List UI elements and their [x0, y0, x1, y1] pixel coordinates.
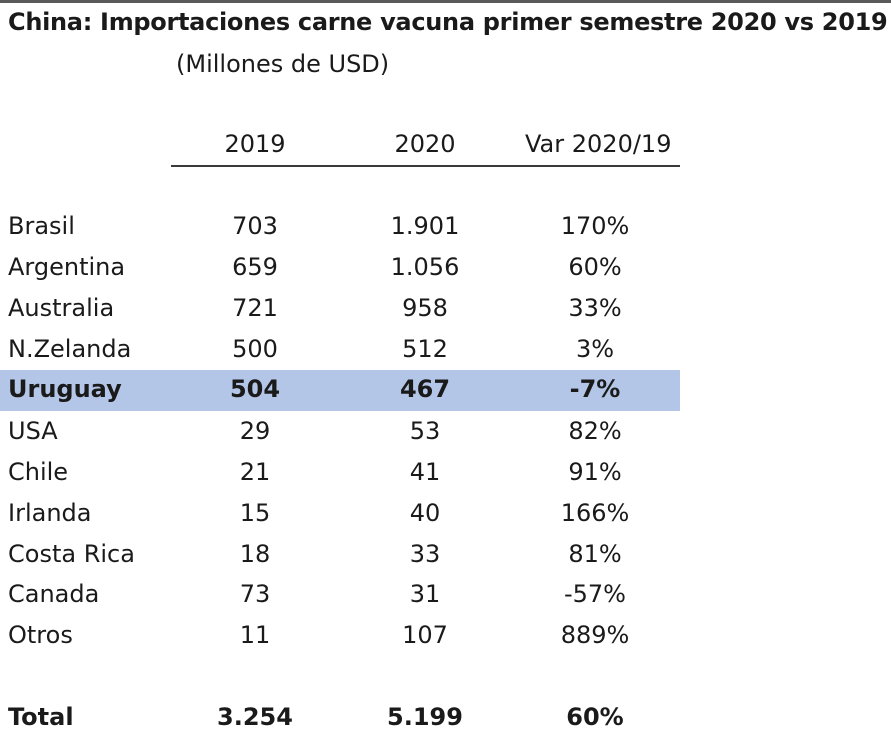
value-variation: 170%: [560, 212, 630, 240]
value-variation: -7%: [569, 375, 621, 403]
value-2019: 21: [239, 458, 271, 486]
country-name: Canada: [8, 580, 100, 608]
country-name: USA: [8, 417, 58, 445]
country-name: N.Zelanda: [8, 335, 132, 363]
table-subtitle: (Millones de USD): [176, 50, 390, 78]
value-2019: 504: [229, 375, 281, 403]
column-header-2020: 2020: [394, 130, 456, 158]
column-header-variation: Var 2020/19: [525, 130, 672, 158]
value-2019: 703: [232, 212, 278, 240]
country-name: Uruguay: [8, 375, 122, 403]
value-variation: -57%: [563, 580, 626, 608]
value-2020: 41: [409, 458, 441, 486]
value-2019: 73: [239, 580, 271, 608]
value-2019: 721: [232, 294, 278, 322]
value-2019: 15: [239, 499, 271, 527]
country-name: Chile: [8, 458, 69, 486]
value-2020: 31: [409, 580, 441, 608]
value-variation: 889%: [560, 621, 630, 649]
value-2020: 512: [402, 335, 448, 363]
row-highlight-background: [0, 370, 680, 411]
top-border: [0, 0, 891, 3]
total-label: Total: [8, 703, 74, 731]
country-name: Irlanda: [8, 499, 92, 527]
country-name: Brasil: [8, 212, 75, 240]
value-2020: 107: [402, 621, 448, 649]
value-variation: 3%: [575, 335, 615, 363]
table-row: Canada 73 31 -57%: [0, 575, 891, 615]
country-name: Costa Rica: [8, 540, 135, 568]
value-2019: 659: [232, 253, 278, 281]
header-underline: [171, 165, 680, 167]
value-variation: 81%: [568, 540, 622, 568]
value-2020: 33: [409, 540, 441, 568]
table-title: China: Importaciones carne vacuna primer…: [8, 8, 888, 36]
value-variation: 33%: [568, 294, 622, 322]
table-row: Argentina 659 1.056 60%: [0, 248, 891, 288]
value-2019: 500: [232, 335, 278, 363]
total-2020: 5.199: [387, 703, 463, 731]
table-row: Australia 721 958 33%: [0, 289, 891, 329]
value-2019: 18: [239, 540, 271, 568]
value-2020: 1.056: [390, 253, 460, 281]
table-row: Brasil 703 1.901 170%: [0, 207, 891, 247]
table-row: Costa Rica 18 33 81%: [0, 535, 891, 575]
value-variation: 60%: [568, 253, 622, 281]
value-variation: 166%: [560, 499, 630, 527]
value-2020: 958: [402, 294, 448, 322]
country-name: Otros: [8, 621, 73, 649]
value-variation: 82%: [568, 417, 622, 445]
table-row: Chile 21 41 91%: [0, 453, 891, 493]
value-2019: 11: [239, 621, 271, 649]
table-row-highlighted: Uruguay 504 467 -7%: [0, 370, 891, 411]
value-2019: 29: [239, 417, 271, 445]
value-2020: 53: [409, 417, 441, 445]
table-row: Irlanda 15 40 166%: [0, 494, 891, 534]
table-row-total: Total 3.254 5.199 60%: [0, 698, 891, 738]
table-row: USA 29 53 82%: [0, 412, 891, 452]
total-variation: 60%: [566, 703, 624, 731]
value-variation: 91%: [568, 458, 622, 486]
table-row: N.Zelanda 500 512 3%: [0, 330, 891, 370]
table-row: Otros 11 107 889%: [0, 616, 891, 656]
country-name: Argentina: [8, 253, 126, 281]
value-2020: 40: [409, 499, 441, 527]
country-name: Australia: [8, 294, 115, 322]
value-2020: 467: [399, 375, 451, 403]
total-2019: 3.254: [217, 703, 293, 731]
column-header-2019: 2019: [224, 130, 286, 158]
value-2020: 1.901: [390, 212, 460, 240]
